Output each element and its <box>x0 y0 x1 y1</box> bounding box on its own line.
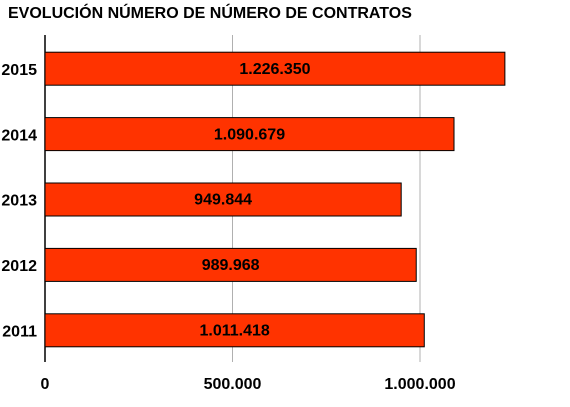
bar <box>44 117 455 152</box>
bar <box>44 313 425 348</box>
y-tick-label: 2012 <box>1 258 37 275</box>
y-tick-label: 2014 <box>1 127 37 144</box>
value-label: 1.090.679 <box>214 126 285 143</box>
bar <box>44 182 402 217</box>
x-tick-label: 500.000 <box>204 376 262 393</box>
x-tick-label: 1.000.000 <box>384 376 455 393</box>
y-tick-label: 2015 <box>1 62 37 79</box>
chart-title: EVOLUCIÓN NÚMERO DE NÚMERO DE CONTRATOS <box>8 3 412 22</box>
y-tick-label: 2011 <box>2 324 37 341</box>
y-tick-label: 2013 <box>1 193 37 210</box>
value-label: 989.968 <box>202 257 260 274</box>
value-label: 1.011.418 <box>199 323 269 340</box>
bar <box>44 51 506 86</box>
x-tick-label: 0 <box>41 376 50 393</box>
value-label: 949.844 <box>194 192 252 209</box>
value-label: 1.226.350 <box>239 61 310 78</box>
bar <box>44 247 417 282</box>
